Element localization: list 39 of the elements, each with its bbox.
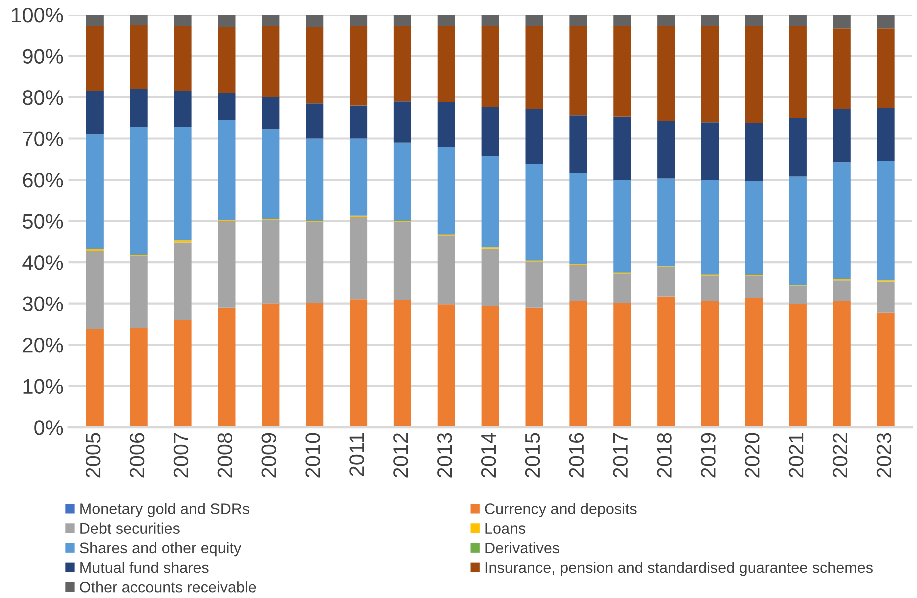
y-tick-label: 60% — [23, 173, 64, 188]
y-tick-label: 80% — [23, 90, 64, 106]
legend-label: Shares and other equity — [80, 542, 242, 557]
y-tick-label: 0% — [34, 420, 64, 436]
y-tick-label: 70% — [23, 132, 64, 146]
x-tick-label: 2006 — [130, 433, 145, 478]
x-tick-label: 2008 — [218, 433, 233, 478]
legend-label: Derivatives — [486, 542, 560, 554]
x-tick-label: 2017 — [613, 433, 628, 478]
x-tick-label: 2011 — [350, 433, 364, 476]
y-tick-label: 30% — [23, 296, 64, 312]
x-tick-label: 2013 — [437, 433, 452, 478]
x-tick-label: 2018 — [657, 433, 672, 478]
y-tick-label: 100% — [12, 8, 64, 23]
x-tick-label: 2007 — [174, 433, 189, 478]
y-tick-label: 10% — [24, 379, 64, 394]
legend-label: Other accounts receivable — [80, 582, 256, 593]
y-tick-label: 40% — [22, 256, 64, 270]
x-tick-label: 2010 — [306, 433, 320, 478]
x-tick-label: 2005 — [86, 433, 101, 478]
y-tick-label: 90% — [23, 49, 64, 64]
x-tick-label: 2009 — [262, 433, 276, 478]
legend-label: Monetary gold and SDRs — [80, 503, 250, 518]
legend-label: Mutual fund shares — [80, 562, 209, 574]
x-tick-label: 2012 — [394, 433, 408, 478]
x-tick-label: 2023 — [876, 433, 892, 478]
x-tick-label: 2015 — [525, 433, 540, 478]
legend-label: Debt securities — [80, 522, 180, 534]
y-tick-label: 50% — [23, 214, 64, 230]
x-tick-label: 2019 — [701, 433, 716, 478]
legend-label: Insurance, pension and standardised guarantee schemes — [486, 562, 873, 576]
x-tick-label: 2016 — [569, 433, 584, 478]
legend-label: Currency and deposits — [485, 503, 637, 518]
x-tick-label: 2022 — [832, 433, 848, 478]
x-tick-label: 2021 — [789, 433, 804, 478]
x-tick-label: 2020 — [745, 433, 760, 478]
x-tick-label: 2014 — [481, 433, 496, 478]
legend-label: Loans — [486, 523, 526, 534]
y-tick-label: 20% — [23, 338, 64, 353]
